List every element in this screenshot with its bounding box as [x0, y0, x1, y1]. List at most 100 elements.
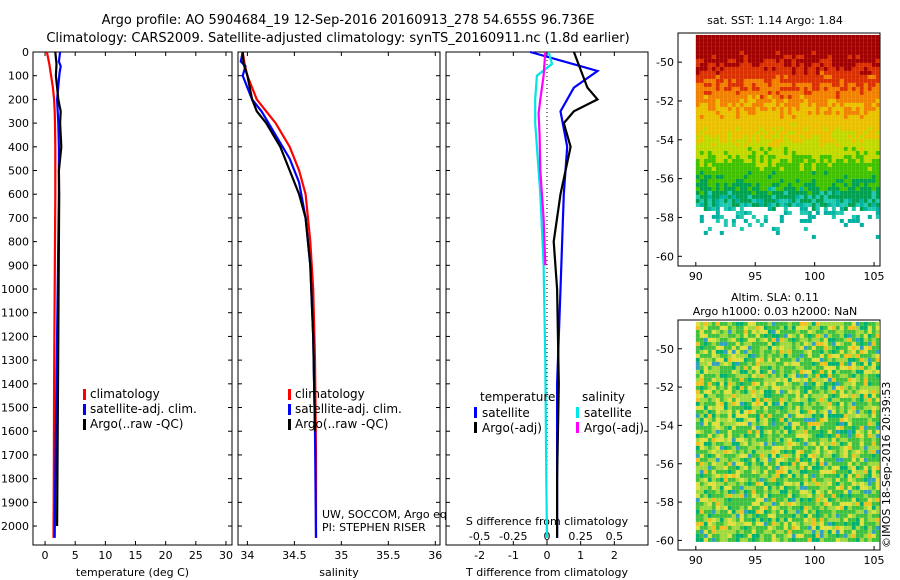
map-cell [815, 473, 820, 478]
map-cell [815, 134, 820, 139]
map-cell [755, 190, 760, 195]
map-cell [843, 357, 848, 362]
map-cell [799, 525, 804, 530]
map-cell [823, 529, 828, 534]
map-cell [735, 505, 740, 510]
map-cell [767, 198, 772, 203]
map-cell [755, 529, 760, 534]
map-cell [795, 361, 800, 366]
map-cell [779, 417, 784, 422]
map-cell [695, 509, 700, 514]
map-cell [875, 385, 880, 390]
map-cell [771, 493, 776, 498]
map-cell [783, 453, 788, 458]
map-cell [787, 445, 792, 450]
map-cell [803, 106, 808, 111]
map-cell [743, 473, 748, 478]
map-cell [799, 54, 804, 59]
map-cell [851, 82, 856, 87]
map-cell [875, 465, 880, 470]
map-cell [867, 437, 872, 442]
map-cell [847, 537, 852, 542]
map-cell [755, 78, 760, 83]
map-cell [751, 409, 756, 414]
map-cell [855, 345, 860, 350]
map-cell [799, 333, 804, 338]
map-cell [723, 341, 728, 346]
map-cell [743, 373, 748, 378]
map-cell [779, 357, 784, 362]
map-cell [799, 373, 804, 378]
map-cell [819, 114, 824, 119]
map-cell [751, 385, 756, 390]
map-cell [747, 477, 752, 482]
map-cell [827, 533, 832, 538]
map-cell [811, 493, 816, 498]
map-cell [775, 110, 780, 115]
map-cell [863, 513, 868, 518]
map-cell [855, 365, 860, 370]
map-cell [727, 381, 732, 386]
map-cell [855, 70, 860, 75]
map-cell [783, 118, 788, 123]
map-cell [779, 501, 784, 506]
map-cell [707, 485, 712, 490]
map-cell [763, 421, 768, 426]
map-cell [723, 170, 728, 175]
map-cell [715, 170, 720, 175]
map-cell [867, 421, 872, 426]
map-cell [715, 349, 720, 354]
map-cell [727, 206, 732, 211]
map-cell [703, 321, 708, 326]
map-cell [771, 513, 776, 518]
map-cell [875, 345, 880, 350]
map-cell [855, 525, 860, 530]
map-cell [703, 501, 708, 506]
map-cell [723, 405, 728, 410]
map-cell [751, 349, 756, 354]
map-cell [815, 158, 820, 163]
map-cell [743, 62, 748, 67]
map-cell [759, 166, 764, 171]
map-cell [755, 517, 760, 522]
map-cell [863, 489, 868, 494]
map-cell [751, 110, 756, 115]
map-cell [803, 369, 808, 374]
map-cell [771, 433, 776, 438]
map-cell [799, 158, 804, 163]
map-cell [819, 377, 824, 382]
map-cell [711, 154, 716, 159]
map-cell [775, 465, 780, 470]
map-cell [827, 493, 832, 498]
map-cell [839, 397, 844, 402]
map-cell [811, 38, 816, 43]
map-cell [755, 381, 760, 386]
map-cell [875, 477, 880, 482]
map-cell [787, 150, 792, 155]
map-cell [715, 533, 720, 538]
map-cell [703, 453, 708, 458]
map-cell [775, 461, 780, 466]
map-cell [791, 341, 796, 346]
map-cell [835, 473, 840, 478]
map-cell [747, 329, 752, 334]
map-cell [803, 341, 808, 346]
map-cell [703, 130, 708, 135]
map-cell [791, 337, 796, 342]
map-cell [699, 441, 704, 446]
map-cell [847, 345, 852, 350]
map-cell [803, 405, 808, 410]
map-cell [755, 34, 760, 39]
map-cell [735, 469, 740, 474]
map-cell [835, 82, 840, 87]
map-cell [867, 321, 872, 326]
map-cell [703, 437, 708, 442]
map-cell [771, 46, 776, 51]
map-cell [751, 186, 756, 191]
map-cell [715, 337, 720, 342]
map-cell [743, 90, 748, 95]
map-cell [823, 413, 828, 418]
map-cell [711, 142, 716, 147]
map-cell [851, 405, 856, 410]
map-cell [843, 146, 848, 151]
